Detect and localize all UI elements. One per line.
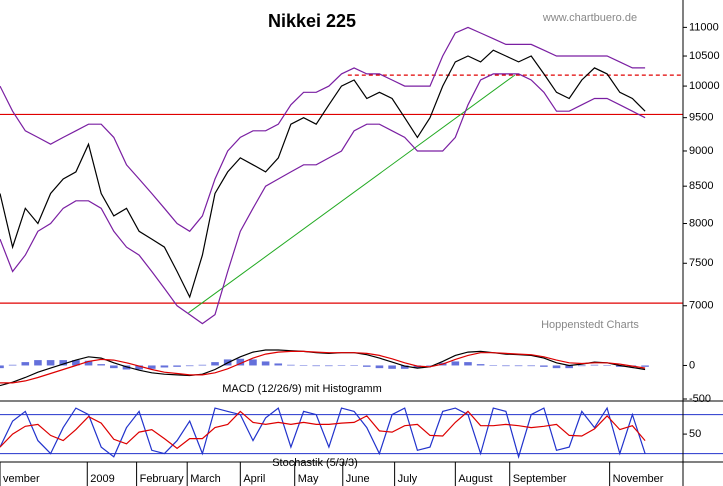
x-tick-label: September bbox=[513, 473, 567, 485]
chart-title: Nikkei 225 bbox=[268, 11, 356, 31]
histogram-bar bbox=[451, 361, 460, 366]
histogram-bar bbox=[261, 361, 270, 366]
x-tick-label: April bbox=[243, 473, 265, 485]
histogram-bar bbox=[135, 365, 143, 370]
histogram-bar bbox=[514, 365, 523, 367]
histogram-bar bbox=[110, 365, 118, 369]
y-tick-label: -500 bbox=[689, 393, 711, 405]
series-line bbox=[0, 410, 646, 450]
histogram-bar bbox=[565, 365, 573, 369]
x-tick-label: July bbox=[398, 473, 418, 485]
histogram-bar bbox=[236, 358, 245, 366]
series-line bbox=[0, 350, 646, 384]
x-tick-label: May bbox=[298, 473, 319, 485]
histogram-bar bbox=[72, 360, 80, 366]
series-line bbox=[0, 26, 646, 233]
histogram-bar bbox=[287, 364, 295, 366]
histogram-bar bbox=[198, 364, 207, 366]
y-tick-label: 50 bbox=[689, 428, 701, 440]
histogram-bar bbox=[274, 363, 283, 366]
x-tick-label: August bbox=[458, 473, 492, 485]
histogram-bar bbox=[325, 365, 333, 367]
histogram-bar bbox=[590, 364, 599, 366]
annotation: www.chartbuero.de bbox=[542, 12, 637, 24]
histogram-bar bbox=[46, 360, 55, 366]
histogram-bar bbox=[173, 365, 181, 367]
series-line bbox=[0, 349, 646, 387]
histogram-bar bbox=[540, 365, 548, 367]
histogram-bar bbox=[615, 365, 624, 367]
histogram-bar bbox=[502, 365, 510, 367]
y-tick-label: 8000 bbox=[689, 217, 713, 229]
y-tick-label: 10000 bbox=[689, 80, 720, 92]
histogram-bar bbox=[84, 360, 93, 366]
histogram-bar bbox=[426, 365, 434, 366]
histogram-bar bbox=[249, 359, 257, 366]
histogram-bar bbox=[0, 365, 4, 369]
histogram-bar bbox=[299, 365, 308, 366]
histogram-bar bbox=[122, 365, 131, 370]
histogram-bar bbox=[185, 365, 194, 367]
series-line bbox=[0, 73, 646, 325]
histogram-bar bbox=[464, 362, 472, 366]
histogram-bar bbox=[160, 365, 169, 368]
histogram-bar bbox=[211, 362, 219, 366]
histogram-bar bbox=[8, 364, 17, 366]
x-tick-label: June bbox=[346, 473, 370, 485]
y-tick-label: 10500 bbox=[689, 50, 720, 62]
x-tick-label: vember bbox=[3, 473, 40, 485]
histogram-bar bbox=[400, 365, 409, 369]
histogram-bar bbox=[59, 360, 68, 366]
histogram-bar bbox=[147, 365, 156, 369]
annotation: Hoppenstedt Charts bbox=[541, 319, 639, 331]
histogram-bar bbox=[21, 362, 30, 366]
x-tick-label: November bbox=[613, 473, 664, 485]
x-tick-label: 2009 bbox=[90, 473, 114, 485]
y-tick-label: 11000 bbox=[689, 21, 719, 33]
histogram-bar bbox=[388, 365, 396, 369]
y-tick-label: 8500 bbox=[689, 180, 713, 192]
histogram-bar bbox=[527, 365, 536, 367]
histogram-bar bbox=[641, 365, 649, 367]
histogram-bar bbox=[363, 365, 371, 367]
histogram-bar bbox=[312, 365, 320, 367]
x-tick-label: February bbox=[140, 473, 185, 485]
panel-title: MACD (12/26/9) mit Histogramm bbox=[222, 383, 382, 395]
histogram-bar bbox=[34, 360, 42, 366]
histogram-bar bbox=[578, 365, 586, 367]
y-tick-label: 9500 bbox=[689, 112, 713, 124]
y-tick-label: 0 bbox=[689, 359, 695, 371]
y-tick-label: 7000 bbox=[689, 300, 713, 312]
histogram-bar bbox=[337, 365, 346, 366]
y-tick-label: 7500 bbox=[689, 257, 713, 269]
histogram-bar bbox=[350, 365, 358, 366]
histogram-bar bbox=[552, 365, 561, 369]
series-line bbox=[0, 49, 646, 299]
trend-line bbox=[188, 74, 516, 314]
series-line bbox=[0, 406, 646, 459]
y-tick-label: 9000 bbox=[689, 145, 713, 157]
x-tick-label: March bbox=[190, 473, 221, 485]
histogram-bar bbox=[603, 365, 611, 366]
histogram-bar bbox=[489, 365, 498, 366]
histogram-bar bbox=[97, 364, 105, 366]
histogram-bar bbox=[476, 364, 485, 366]
histogram-bar bbox=[375, 365, 384, 369]
panel-title: Stochastik (5/3/3) bbox=[272, 457, 358, 469]
